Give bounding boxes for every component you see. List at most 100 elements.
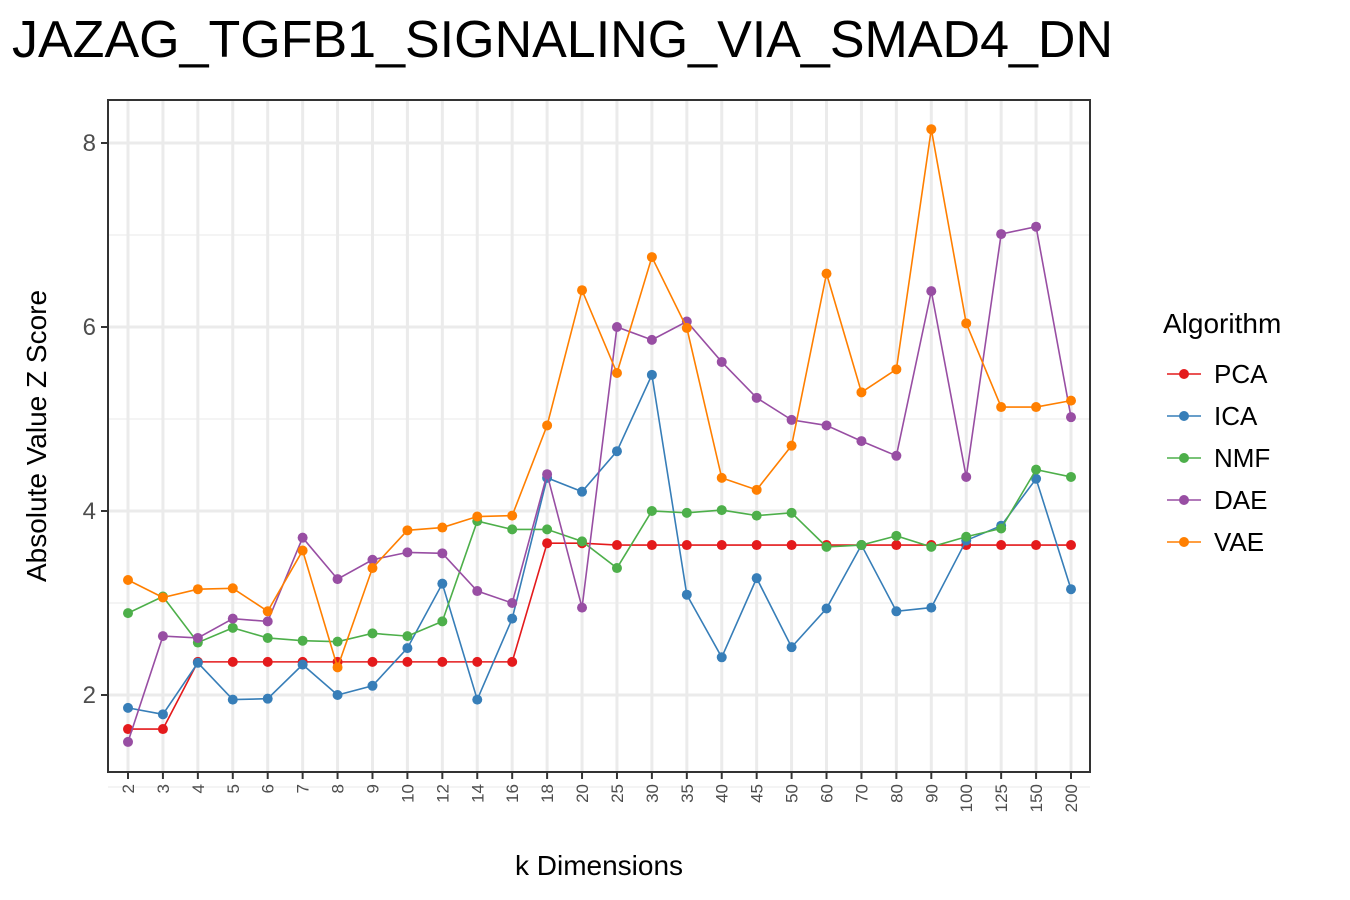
data-point-ica xyxy=(227,694,238,705)
x-tick-label: 30 xyxy=(643,784,662,803)
x-tick-label: 150 xyxy=(1027,784,1046,812)
data-point-vae xyxy=(646,252,657,263)
legend-item-nmf: NMF xyxy=(1167,443,1270,473)
data-point-dae xyxy=(821,420,832,431)
data-point-dae xyxy=(507,598,518,608)
data-point-ica xyxy=(821,603,832,614)
x-axis: 2 3 4 5 6 7 8 9 10 12 14 16 18 20 25 30 35 40 45 50 60 70 80 90… xyxy=(119,772,1081,812)
data-point-vae xyxy=(681,322,692,333)
data-point-vae xyxy=(157,592,168,603)
x-tick-label: 35 xyxy=(678,784,697,803)
legend-items: PCA ICA NMF DAE VAE xyxy=(1167,359,1270,557)
data-point-pca xyxy=(751,540,762,551)
series-line-nmf xyxy=(127,468,1072,644)
data-point-vae xyxy=(996,402,1007,413)
data-point-nmf xyxy=(751,510,762,521)
legend-label-nmf: NMF xyxy=(1214,443,1270,473)
data-point-nmf xyxy=(681,507,692,518)
data-point-vae xyxy=(611,368,622,378)
data-point-pca xyxy=(542,538,553,549)
data-point-nmf xyxy=(123,608,133,619)
data-point-ica xyxy=(123,702,133,713)
data-point-dae xyxy=(192,632,203,643)
plot-frame xyxy=(107,99,1091,773)
x-tick-label: 7 xyxy=(294,784,313,793)
series-layer xyxy=(123,124,1076,747)
data-point-pca xyxy=(227,656,238,667)
data-point-ica xyxy=(891,606,902,617)
data-point-dae xyxy=(367,554,378,565)
data-point-vae xyxy=(507,510,518,521)
data-point-vae xyxy=(123,575,133,585)
y-tick-label: 8 xyxy=(83,130,96,157)
data-point-nmf xyxy=(437,616,448,627)
x-tick-label: 45 xyxy=(748,784,767,803)
data-point-ica xyxy=(192,657,203,668)
legend-swatch-nmf xyxy=(1179,453,1189,463)
data-point-ica xyxy=(1066,584,1076,595)
data-point-nmf xyxy=(262,632,273,643)
data-point-dae xyxy=(437,548,448,559)
data-point-vae xyxy=(332,662,343,673)
data-point-dae xyxy=(262,616,273,627)
x-tick-label: 16 xyxy=(503,784,522,803)
series-dae xyxy=(123,221,1076,747)
data-point-dae xyxy=(891,450,902,461)
data-point-vae xyxy=(437,522,448,533)
chart-title: JAZAG_TGFB1_SIGNALING_VIA_SMAD4_DN xyxy=(12,11,1114,69)
data-point-vae xyxy=(297,545,308,556)
data-point-pca xyxy=(646,540,657,551)
data-point-ica xyxy=(367,680,378,691)
data-point-vae xyxy=(751,484,762,495)
data-point-pca xyxy=(611,540,622,551)
y-tick-label: 6 xyxy=(83,314,96,341)
data-point-dae xyxy=(402,547,413,558)
data-point-nmf xyxy=(367,628,378,639)
data-point-vae xyxy=(577,285,588,296)
data-point-dae xyxy=(123,736,133,747)
data-point-pca xyxy=(437,656,448,667)
data-point-ica xyxy=(332,690,343,700)
data-point-dae xyxy=(856,436,867,447)
data-point-pca xyxy=(367,656,378,667)
legend: Algorithm PCA ICA NMF DAE VAE xyxy=(1163,308,1281,557)
data-point-ica xyxy=(751,573,762,584)
data-point-dae xyxy=(1031,221,1042,232)
x-tick-label: 70 xyxy=(852,784,871,803)
x-tick-label: 14 xyxy=(468,784,487,803)
data-point-pca xyxy=(507,656,518,667)
data-point-pca xyxy=(1031,540,1042,551)
data-point-dae xyxy=(157,631,168,642)
data-point-ica xyxy=(437,578,448,589)
data-point-pca xyxy=(262,656,273,667)
data-point-vae xyxy=(262,606,273,617)
x-tick-label: 25 xyxy=(608,784,627,803)
data-point-ica xyxy=(716,652,727,663)
series-vae xyxy=(123,124,1076,673)
data-point-nmf xyxy=(891,530,902,541)
data-point-dae xyxy=(297,532,308,543)
data-point-nmf xyxy=(821,541,832,552)
x-tick-label: 5 xyxy=(224,784,243,793)
y-tick-label: 4 xyxy=(83,498,96,525)
data-point-ica xyxy=(507,613,518,624)
x-tick-label: 3 xyxy=(154,784,173,793)
data-point-nmf xyxy=(996,523,1007,534)
data-point-dae xyxy=(577,602,588,613)
legend-swatch-ica xyxy=(1179,411,1189,421)
data-point-vae xyxy=(821,268,832,279)
data-point-ica xyxy=(577,486,588,497)
data-point-vae xyxy=(227,583,238,594)
data-point-nmf xyxy=(577,536,588,547)
data-point-vae xyxy=(961,318,972,329)
data-point-vae xyxy=(1031,402,1042,413)
data-point-vae xyxy=(402,525,413,536)
x-tick-label: 8 xyxy=(329,784,348,793)
x-tick-label: 80 xyxy=(887,784,906,803)
x-tick-label: 4 xyxy=(189,784,208,793)
data-point-pca xyxy=(681,540,692,551)
data-point-nmf xyxy=(786,507,797,518)
data-point-ica xyxy=(681,589,692,600)
data-point-ica xyxy=(262,693,273,704)
legend-swatch-pca xyxy=(1179,369,1189,379)
